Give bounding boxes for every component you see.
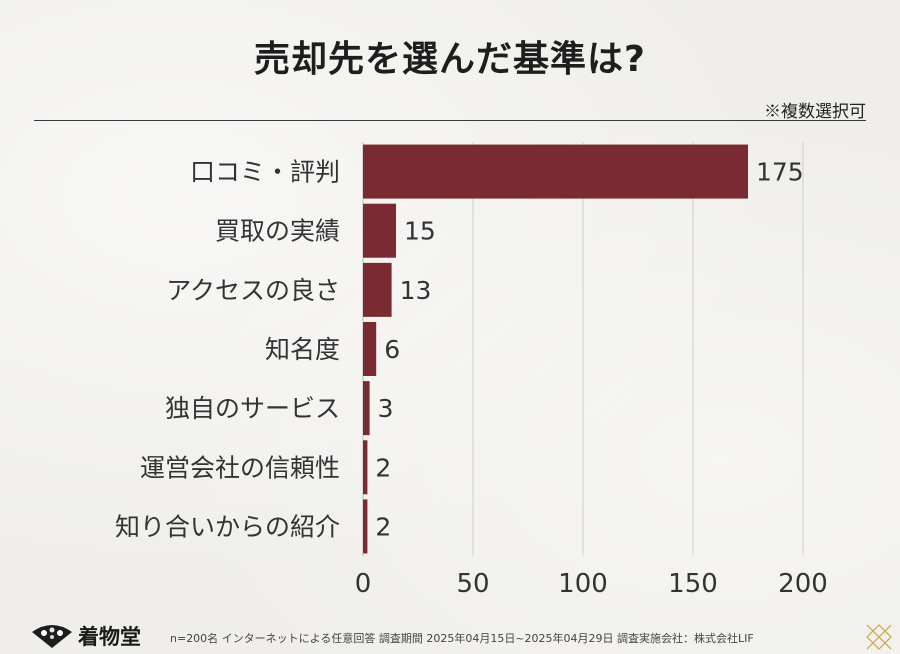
value-label: 15: [404, 217, 436, 246]
category-label: 運営会社の信頼性: [140, 453, 340, 482]
category-label: 買取の実績: [215, 217, 340, 246]
chart-title: 売却先を選んだ基準は?: [254, 39, 646, 80]
bar: [363, 322, 377, 376]
value-label: 3: [378, 394, 394, 423]
fan-logo-icon: [32, 625, 72, 648]
value-label: 6: [384, 335, 400, 364]
category-label: アクセスの良さ: [166, 276, 340, 305]
survey-footnote: n=200名 インターネットによる任意回答 調査期間 2025年04月15日~2…: [170, 632, 754, 645]
bar: [363, 262, 392, 317]
brand-name: 着物堂: [78, 624, 141, 649]
bar: [363, 203, 396, 258]
value-label: 2: [375, 512, 391, 541]
category-label: 知り合いからの紹介: [115, 512, 340, 541]
value-label: 175: [756, 158, 804, 187]
footer: 着物堂 n=200名 インターネットによる任意回答 調査期間 2025年04月1…: [0, 620, 900, 654]
bar: [363, 499, 368, 554]
title-divider: [34, 120, 866, 121]
x-tick-label: 0: [355, 569, 372, 599]
bar: [363, 440, 368, 495]
x-tick-label: 100: [558, 569, 608, 599]
bar: [363, 381, 370, 436]
multiple-choice-note: ※複数選択可: [764, 102, 866, 122]
bar: [363, 144, 748, 199]
category-label: 口コミ・評判: [190, 158, 340, 187]
category-label: 知名度: [265, 335, 340, 364]
value-label: 13: [400, 276, 432, 305]
x-tick-label: 150: [668, 569, 718, 599]
bar-chart: 0 50 100 150 200 口コミ・評判 175 買取の実績 15 アクセスの良さ 13 知名度…: [115, 142, 828, 599]
corner-ornament-icon: [866, 624, 892, 650]
x-tick-label: 200: [778, 569, 828, 599]
category-label: 独自のサービス: [165, 394, 340, 423]
value-label: 2: [375, 453, 391, 482]
x-tick-label: 50: [456, 569, 489, 599]
